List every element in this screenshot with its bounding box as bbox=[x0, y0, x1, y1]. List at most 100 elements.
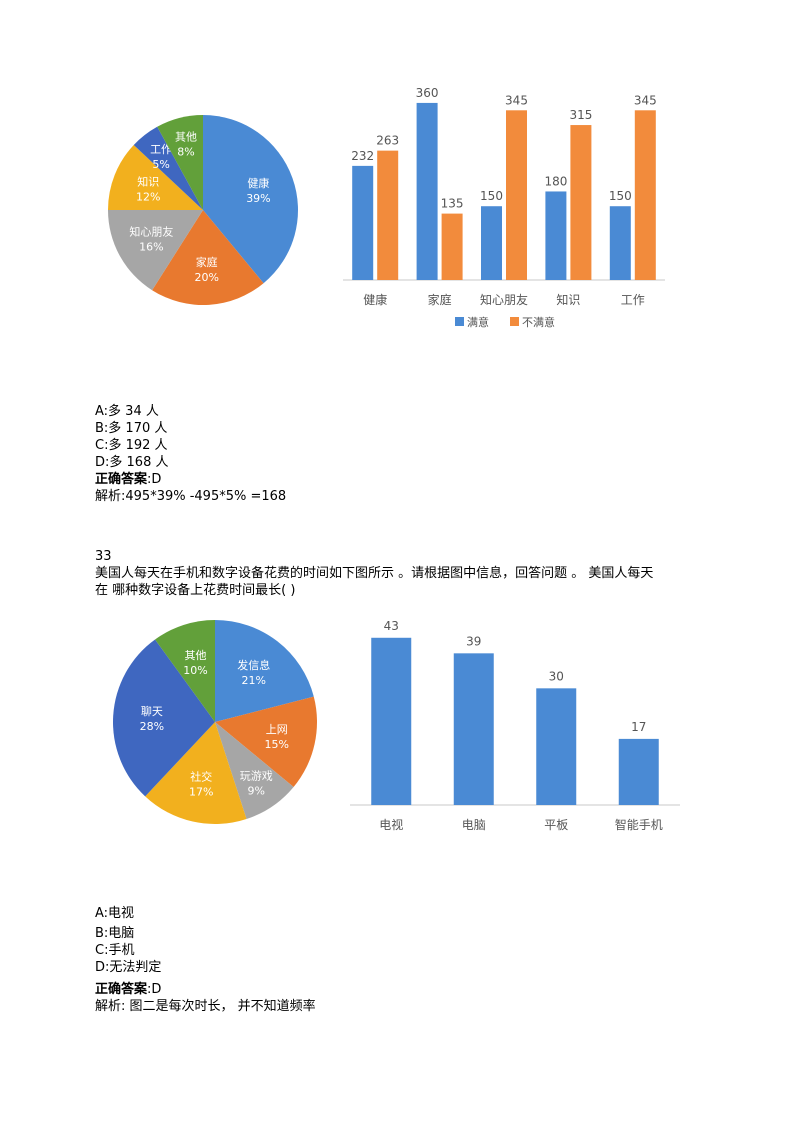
pie-slice-pct: 21% bbox=[242, 674, 266, 687]
q33-option-a: A:电视 bbox=[95, 906, 135, 921]
pie-slice-pct: 39% bbox=[246, 192, 270, 205]
pie-slice bbox=[152, 210, 264, 305]
bar bbox=[545, 191, 567, 280]
pie-slice bbox=[203, 115, 298, 284]
bar bbox=[453, 653, 494, 805]
x-tick-label: 电视 bbox=[379, 817, 403, 832]
bar bbox=[536, 688, 577, 805]
pie-slice-label: 家庭 bbox=[196, 255, 218, 269]
pie-slice-label: 上网 bbox=[266, 723, 288, 736]
pie-slice-pct: 10% bbox=[183, 664, 207, 677]
pie-slice bbox=[108, 210, 203, 291]
bar-value-label: 360 bbox=[416, 88, 439, 100]
q32-option-b: B:多 170 人 bbox=[95, 421, 168, 436]
bar-value-label: 135 bbox=[441, 197, 464, 211]
bar-value-label: 17 bbox=[631, 720, 646, 734]
bar-value-label: 345 bbox=[634, 93, 657, 107]
pie-slice-pct: 12% bbox=[136, 190, 160, 203]
x-tick-label: 知识 bbox=[556, 293, 580, 307]
pie-slice-pct: 9% bbox=[248, 785, 265, 798]
bar bbox=[506, 110, 527, 280]
pie-slice bbox=[215, 696, 317, 788]
bar bbox=[441, 213, 463, 280]
bar-value-label: 180 bbox=[544, 174, 567, 188]
pie-slice-label: 社交 bbox=[190, 770, 212, 784]
bar bbox=[352, 165, 374, 280]
bar-value-label: 232 bbox=[351, 149, 374, 163]
q33-answer-label: 正确答案 bbox=[95, 982, 148, 997]
pie-slice bbox=[157, 115, 203, 210]
pie-slice bbox=[155, 620, 215, 722]
q33-answer-value: :D bbox=[147, 982, 162, 997]
bar bbox=[618, 738, 659, 805]
pie-chart-2: 发信息 21% 上网 15% 玩游戏 9% 社交 17% 聊天 28% 其他 10% bbox=[112, 620, 317, 824]
pie-slice bbox=[108, 144, 203, 210]
pie-slice-pct: 28% bbox=[140, 720, 164, 733]
x-tick-label: 电脑 bbox=[462, 818, 486, 832]
bar-value-label: 43 bbox=[384, 619, 399, 633]
bar bbox=[377, 150, 399, 280]
bar-value-label: 30 bbox=[549, 669, 564, 683]
pie-slice bbox=[112, 639, 215, 797]
pie-slice-label: 其他 bbox=[175, 131, 197, 144]
pie-slice bbox=[215, 722, 294, 820]
bar bbox=[481, 206, 502, 280]
q33-option-c: C:手机 bbox=[95, 943, 135, 958]
q33-options-rest: B:电脑 C:手机 D:无法判定 bbox=[95, 925, 161, 976]
bar-value-label: 150 bbox=[480, 189, 503, 203]
bar-value-label: 39 bbox=[466, 634, 481, 648]
x-tick-label: 平板 bbox=[544, 818, 568, 832]
q32-analysis: 解析:495*39% -495*5% =168 bbox=[95, 489, 287, 504]
q32-answer-value: :D bbox=[147, 472, 162, 487]
pie-slice-label: 发信息 bbox=[237, 658, 270, 672]
x-tick-label: 健康 bbox=[363, 292, 387, 307]
q33-block: 33 美国人每天在手机和数字设备花费的时间如下图所示 。请根据图中信息，回答问题… bbox=[95, 548, 653, 599]
x-tick-label: 家庭 bbox=[428, 292, 452, 307]
q32-answer: 正确答案:D bbox=[95, 471, 286, 488]
x-tick-label: 工作 bbox=[621, 293, 645, 307]
pie-slice-label: 知心朋友 bbox=[129, 224, 173, 238]
q32-block: A:多 34 人 B:多 170 人 C:多 192 人 D:多 168 人 正… bbox=[95, 403, 286, 505]
q33-options: A:电视 bbox=[95, 905, 134, 922]
pie-slice-label: 健康 bbox=[247, 176, 269, 190]
legend-label: 满意 bbox=[467, 315, 489, 329]
legend-swatch bbox=[510, 317, 519, 326]
pie-slice-label: 知识 bbox=[137, 174, 159, 188]
pie-slice-pct: 17% bbox=[189, 786, 213, 799]
q33-option-b: B:电脑 bbox=[95, 926, 135, 941]
pie-slice-label: 其他 bbox=[184, 649, 206, 662]
legend-swatch bbox=[455, 317, 464, 326]
q33-stem-line2: 在 哪种数字设备上花费时间最长( ) bbox=[95, 583, 296, 598]
pie-slice-label: 聊天 bbox=[141, 704, 163, 718]
pie-slice bbox=[133, 126, 203, 210]
bar bbox=[416, 102, 438, 280]
q32-option-a: A:多 34 人 bbox=[95, 404, 159, 419]
x-tick-label: 智能手机 bbox=[615, 817, 663, 832]
pie-slice-label: 工作 bbox=[150, 143, 172, 156]
pie-slice-pct: 15% bbox=[264, 738, 288, 751]
q33-answer-block: 正确答案:D 解析: 图二是每次时长， 并不知道频率 bbox=[95, 981, 316, 1015]
bar bbox=[570, 125, 592, 281]
bar-value-label: 150 bbox=[609, 189, 632, 203]
q33-stem-line1: 美国人每天在手机和数字设备花费的时间如下图所示 。请根据图中信息，回答问题 。 … bbox=[95, 566, 654, 581]
q33-number: 33 bbox=[95, 549, 112, 564]
pie-slice-pct: 16% bbox=[139, 240, 163, 253]
q33-answer: 正确答案:D bbox=[95, 981, 316, 998]
q33-option-d: D:无法判定 bbox=[95, 960, 162, 975]
q33-analysis: 解析: 图二是每次时长， 并不知道频率 bbox=[95, 999, 316, 1014]
pie-slice bbox=[145, 722, 247, 824]
pie-slice bbox=[215, 620, 314, 722]
bar-chart-2: 43 电视 39 电脑 30 平板 17 智能手机 bbox=[350, 619, 680, 832]
q32-answer-label: 正确答案 bbox=[95, 472, 148, 487]
x-tick-label: 知心朋友 bbox=[480, 293, 528, 307]
pie-slice-pct: 8% bbox=[177, 146, 194, 159]
pie-slice-pct: 5% bbox=[152, 158, 169, 171]
pie-chart-1: 健康 39% 家庭 20% 知心朋友 16% 知识 12% 工作 5% 其他 8% bbox=[108, 115, 298, 305]
q32-option-d: D:多 168 人 bbox=[95, 455, 169, 470]
legend-label: 不满意 bbox=[522, 315, 555, 329]
bar bbox=[609, 206, 631, 280]
q32-option-c: C:多 192 人 bbox=[95, 438, 168, 453]
bar-value-label: 315 bbox=[569, 108, 592, 122]
bar-value-label: 345 bbox=[505, 93, 528, 107]
